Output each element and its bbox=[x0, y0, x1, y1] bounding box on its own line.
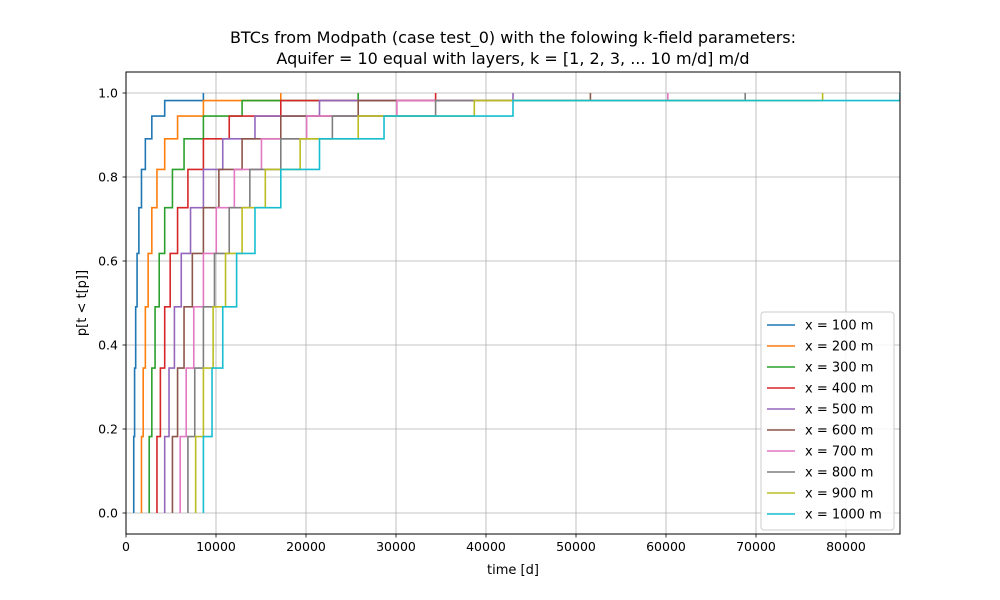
y-tick-label: 0.0 bbox=[98, 506, 118, 521]
legend-label: x = 1000 m bbox=[805, 508, 882, 523]
legend-label: x = 500 m bbox=[805, 403, 873, 418]
x-tick-label: 30000 bbox=[376, 539, 416, 554]
legend-label: x = 900 m bbox=[805, 487, 873, 502]
chart-title-line-1: BTCs from Modpath (case test_0) with the… bbox=[230, 28, 796, 48]
y-tick-label: 0.6 bbox=[98, 254, 118, 269]
plot-frame bbox=[125, 71, 901, 535]
axis-ticks: 0 10000 20000 30000 40000 50000 60000 70000 8000… bbox=[98, 86, 866, 555]
legend-label: x = 200 m bbox=[805, 340, 873, 355]
y-tick-label: 1.0 bbox=[98, 86, 118, 101]
x-tick-label: 10000 bbox=[196, 539, 236, 554]
x-tick-label: 20000 bbox=[286, 539, 326, 554]
legend-label: x = 100 m bbox=[805, 319, 873, 334]
legend-label: x = 800 m bbox=[805, 466, 873, 481]
x-tick-label: 50000 bbox=[556, 539, 596, 554]
x-axis-label: time [d] bbox=[487, 563, 539, 578]
legend-label: x = 400 m bbox=[805, 382, 873, 397]
x-tick-label: 60000 bbox=[646, 539, 686, 554]
chart-title-line-2: Aquifer = 10 equal with layers, k = [1, … bbox=[276, 49, 749, 68]
x-tick-label: 40000 bbox=[466, 539, 506, 554]
x-tick-label: 80000 bbox=[826, 539, 866, 554]
y-tick-label: 0.2 bbox=[98, 422, 118, 437]
series-line-2 bbox=[140, 93, 282, 513]
series-line-10 bbox=[202, 93, 900, 513]
x-tick-label: 70000 bbox=[736, 539, 776, 554]
legend: x = 100 m x = 200 m x = 300 m x = 400 m x = … bbox=[760, 311, 895, 531]
legend-label: x = 600 m bbox=[805, 424, 873, 439]
series-layer bbox=[132, 93, 900, 513]
x-tick-label: 0 bbox=[122, 539, 130, 554]
legend-label: x = 300 m bbox=[805, 361, 873, 376]
series-line-1 bbox=[132, 93, 205, 513]
y-tick-label: 0.8 bbox=[98, 170, 118, 185]
legend-label: x = 700 m bbox=[805, 445, 873, 460]
y-tick-label: 0.4 bbox=[98, 338, 118, 353]
y-axis-label: p[t < t[p]] bbox=[75, 270, 90, 336]
